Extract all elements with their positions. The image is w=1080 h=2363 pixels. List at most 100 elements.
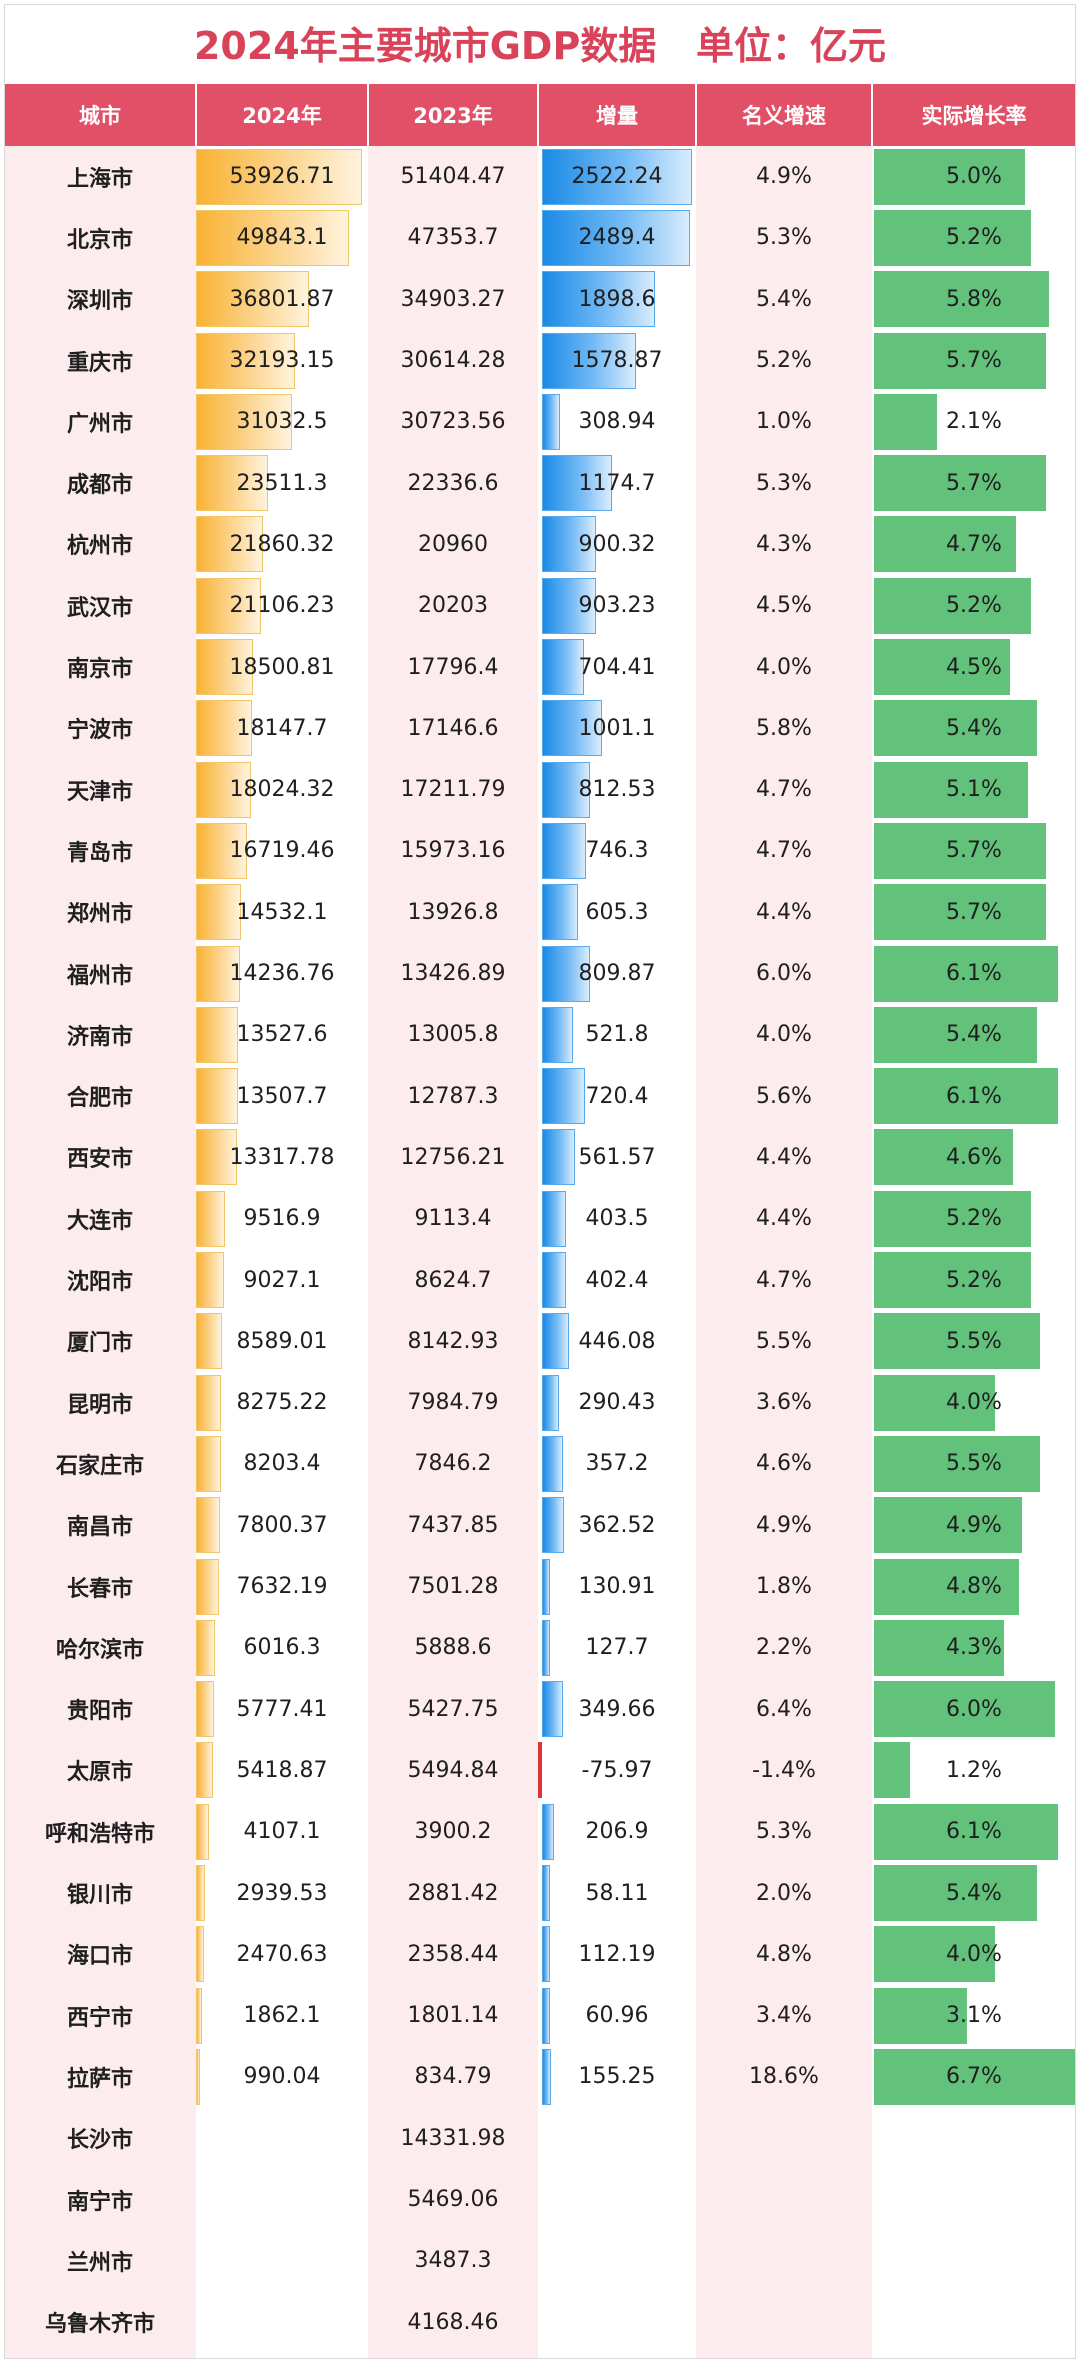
increase-value: 2522.24: [571, 164, 663, 190]
real-growth-value: [872, 2108, 1076, 2169]
real-growth-bar: [874, 1006, 1037, 1063]
gdp2023-value: 13926.8: [407, 899, 499, 925]
gdp2024-bar: [196, 1190, 226, 1247]
gdp2023-value: 5494.84: [407, 1757, 499, 1783]
gdp2024-value: 13507.7: [236, 1083, 328, 1109]
gdp2023-value: 9113.4: [414, 1206, 492, 1232]
nominal-growth-value: 4.0%: [756, 654, 812, 680]
gdp2024-bar: [196, 393, 292, 450]
real-growth-bar: [874, 577, 1031, 634]
increase-value: 403.5: [585, 1206, 649, 1232]
increase-bar: [542, 1006, 574, 1063]
real-growth-value: 5.2%: [946, 593, 1002, 619]
gdp2024-bar: [196, 1558, 220, 1615]
real-growth-value: 5.7%: [946, 899, 1002, 925]
real-growth-bar: [874, 332, 1046, 389]
gdp2024-bar: [196, 148, 362, 205]
increase-bar: [542, 1865, 550, 1921]
increase-value: 112.19: [578, 1941, 656, 1967]
real-growth-bar: [874, 639, 1010, 695]
gdp2023-value: 2358.44: [407, 1941, 499, 1967]
gdp2024-bar: [196, 1006, 238, 1063]
real-growth-value: [872, 2230, 1076, 2291]
gdp2023-value: 51404.47: [400, 164, 506, 190]
gdp2023-value: 3900.2: [414, 1819, 492, 1845]
gdp2024-column-bg: [196, 146, 368, 2359]
nominal-growth-value: [696, 2292, 872, 2353]
increase-value: 127.7: [585, 1635, 649, 1661]
real-growth-bar: [874, 1313, 1040, 1370]
real-growth-value: 6.0%: [946, 1696, 1002, 1722]
gdp2023-value: 20203: [418, 593, 488, 619]
increase-value: 1001.1: [578, 715, 656, 741]
city-name: 武汉市: [66, 595, 133, 621]
real-growth-value: 5.2%: [946, 225, 1002, 251]
nominal-growth-value: 18.6%: [749, 2064, 819, 2090]
increase-value: 402.4: [585, 1267, 649, 1293]
header-gdp2024: 2024年: [196, 84, 368, 146]
gdp2024-value: 7800.37: [236, 1512, 328, 1538]
gdp2023-value: 2881.42: [407, 1880, 499, 1906]
nominal-growth-value: 5.3%: [756, 1819, 812, 1845]
increase-value: 561.57: [578, 1144, 656, 1170]
real-growth-bar: [874, 700, 1037, 757]
header-increase: 增量: [538, 84, 696, 146]
nominal-growth-value: 4.7%: [756, 777, 812, 803]
gdp2024-bar: [196, 577, 261, 634]
increase-value: 720.4: [585, 1083, 649, 1109]
header-divider: [871, 84, 873, 146]
city-name: 福州市: [66, 963, 133, 989]
increase-bar: [542, 1252, 566, 1308]
header-divider: [195, 84, 197, 146]
real-growth-value: 1.2%: [946, 1757, 1002, 1783]
gdp2024-bar: [196, 1681, 214, 1738]
increase-value: 60.96: [585, 2003, 649, 2029]
nominal-growth-value: 5.6%: [756, 1083, 812, 1109]
increase-value: 1898.6: [578, 286, 656, 312]
city-name: 重庆市: [66, 350, 133, 376]
real-growth-value: 5.7%: [946, 348, 1002, 374]
increase-bar: [542, 1497, 564, 1554]
city-name: 长沙市: [66, 2128, 133, 2154]
gdp2024-bar: [196, 1313, 223, 1370]
gdp2023-value: 12756.21: [400, 1144, 506, 1170]
gdp2024-bar: [196, 1497, 220, 1554]
real-growth-value: 4.9%: [946, 1512, 1002, 1538]
increase-bar: [542, 332, 636, 389]
gdp2024-value: 49843.1: [236, 225, 328, 251]
gdp2024-value: [196, 2108, 368, 2169]
increase-bar: [542, 209, 691, 266]
gdp2024-bar: [196, 516, 264, 573]
gdp2023-value: 7501.28: [407, 1574, 499, 1600]
real-growth-value: 5.1%: [946, 777, 1002, 803]
gdp2024-value: 9027.1: [243, 1267, 321, 1293]
increase-value: 308.94: [578, 409, 656, 435]
nominal-growth-value: 2.0%: [756, 1880, 812, 1906]
gdp2023-value: 17146.6: [407, 715, 499, 741]
real-growth-bar: [874, 1252, 1031, 1308]
gdp2024-bar: [196, 1803, 209, 1860]
gdp2024-value: [196, 2169, 368, 2230]
real-growth-value: 6.1%: [946, 1083, 1002, 1109]
gdp2024-value: 6016.3: [243, 1635, 321, 1661]
gdp2024-value: [196, 2230, 368, 2291]
nominal-growth-value: [696, 2108, 872, 2169]
nominal-growth-value: 4.6%: [756, 1451, 812, 1477]
gdp2024-bar: [196, 271, 310, 328]
nominal-growth-value: 4.9%: [756, 1512, 812, 1538]
gdp2024-value: 21106.23: [229, 593, 335, 619]
increase-value: [538, 2108, 696, 2169]
gdp2024-bar: [196, 822, 248, 879]
nominal-growth-value: 5.5%: [756, 1328, 812, 1354]
gdp2024-value: 14236.76: [229, 961, 335, 987]
gdp2024-bar: [196, 761, 252, 818]
real-growth-bar: [874, 1068, 1058, 1125]
nominal-growth-value: [696, 2169, 872, 2230]
increase-value: 58.11: [585, 1880, 649, 1906]
nominal-growth-value: 6.4%: [756, 1696, 812, 1722]
city-name: 乌鲁木齐市: [44, 2312, 155, 2338]
real-growth-value: 5.5%: [946, 1451, 1002, 1477]
gdp2024-value: 53926.71: [229, 164, 335, 190]
gdp2024-bar: [196, 1129, 237, 1186]
